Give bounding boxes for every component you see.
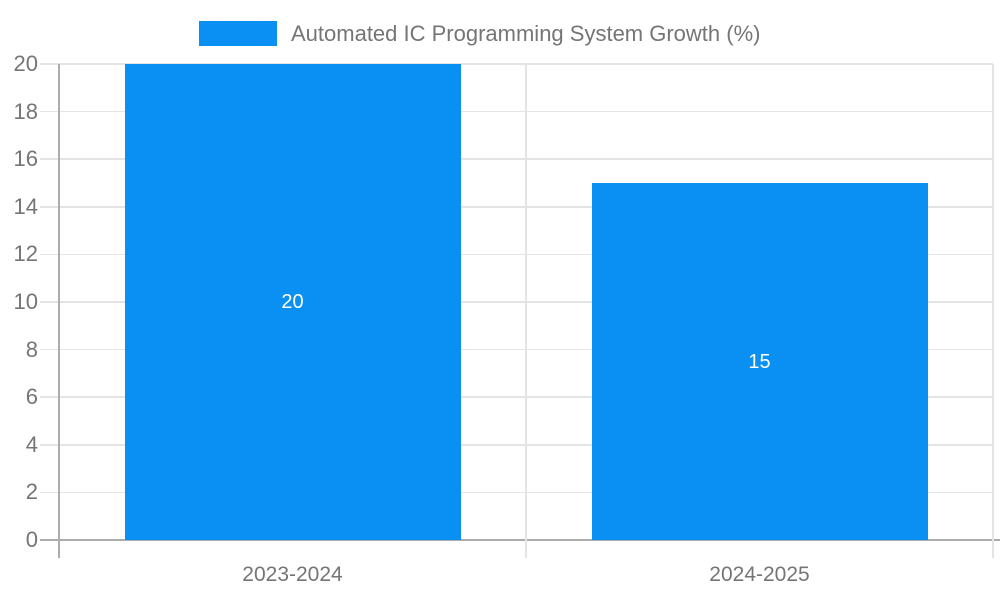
gridline: [40, 491, 993, 494]
y-axis-tick-label: 4: [25, 431, 38, 457]
gridline: [40, 301, 993, 303]
x-axis-category-label: 2024-2025: [709, 563, 810, 586]
y-axis-tick-label: 20: [13, 51, 38, 76]
y-axis-tick-label: 2: [25, 479, 38, 505]
legend-label: Automated IC Programming System Growth (…: [291, 21, 761, 46]
y-axis-tick-label: 0: [25, 527, 38, 552]
bar-value-label: 15: [748, 350, 771, 373]
bar-value-label: 20: [281, 291, 304, 313]
gridline: [40, 444, 993, 446]
y-axis-tick-label: 16: [13, 146, 38, 172]
gridline: [40, 110, 993, 113]
y-axis-line: [58, 64, 60, 558]
y-axis-tick-label: 10: [13, 289, 38, 314]
bar-2024-2025[interactable]: [591, 183, 928, 540]
category-separator-line: [525, 64, 527, 558]
y-axis-tick-label: 6: [25, 384, 38, 410]
gridline: [40, 253, 993, 256]
y-axis-tick-label: 12: [13, 241, 38, 267]
x-axis-category-label: 2023-2024: [242, 563, 343, 586]
y-axis-tick-label: 8: [25, 336, 38, 362]
gridline: [40, 348, 993, 351]
legend-color-swatch: [199, 21, 277, 46]
bar-2023-2024[interactable]: [124, 64, 461, 540]
x-axis-line: [40, 539, 1000, 541]
gridline: [40, 158, 993, 160]
y-axis-tick-label: 18: [13, 98, 38, 124]
gridline: [40, 63, 993, 65]
gridline: [40, 206, 993, 208]
gridline: [40, 396, 993, 398]
chart-legend: Automated IC Programming System Growth (…: [199, 21, 760, 46]
category-separator-line: [992, 64, 994, 558]
y-axis-tick-label: 14: [13, 193, 38, 219]
